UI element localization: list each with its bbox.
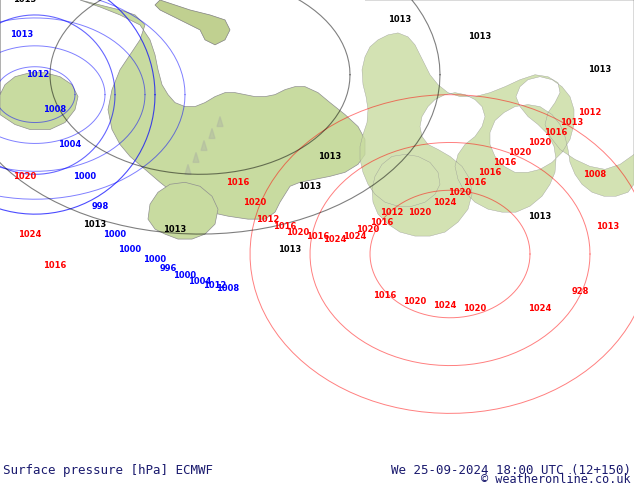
Text: 1008: 1008: [44, 105, 67, 114]
Polygon shape: [217, 117, 223, 126]
Text: 1013: 1013: [164, 224, 186, 234]
Text: 1013: 1013: [84, 220, 107, 229]
Text: 1020: 1020: [508, 148, 532, 157]
Text: 1024: 1024: [323, 235, 347, 244]
Polygon shape: [155, 0, 230, 45]
Text: 1016: 1016: [373, 292, 397, 300]
Text: 1020: 1020: [13, 172, 37, 181]
Text: 1000: 1000: [143, 254, 167, 264]
Polygon shape: [193, 152, 199, 162]
Text: 1013: 1013: [318, 152, 342, 161]
Text: 1000: 1000: [174, 271, 197, 280]
Text: 1013: 1013: [528, 212, 552, 220]
Text: 1013: 1013: [389, 15, 411, 24]
Text: 1020: 1020: [243, 198, 267, 207]
Text: 1016: 1016: [370, 218, 394, 227]
Text: 1020: 1020: [287, 227, 309, 237]
Text: 1013: 1013: [278, 245, 302, 253]
Text: 1004: 1004: [188, 277, 212, 287]
Text: 1013: 1013: [10, 30, 34, 39]
Text: 998: 998: [91, 202, 108, 211]
Text: 1012: 1012: [578, 108, 602, 117]
Text: 1000: 1000: [103, 230, 127, 239]
Text: 1000: 1000: [74, 172, 96, 181]
Text: 1013: 1013: [13, 0, 37, 4]
Text: 1016: 1016: [478, 168, 501, 177]
Text: 1013: 1013: [560, 118, 584, 127]
Text: 1024: 1024: [18, 230, 42, 239]
Polygon shape: [201, 141, 207, 150]
Text: 1020: 1020: [408, 208, 432, 217]
Text: 1013: 1013: [299, 182, 321, 191]
Text: 1016: 1016: [43, 262, 67, 270]
Text: 1012: 1012: [380, 208, 404, 217]
Text: 1020: 1020: [448, 188, 472, 197]
Polygon shape: [209, 128, 215, 139]
Text: 1024: 1024: [433, 301, 456, 310]
Text: 1008: 1008: [216, 284, 240, 294]
Text: 1020: 1020: [528, 138, 552, 147]
Text: 1004: 1004: [58, 140, 82, 149]
Text: 1016: 1016: [463, 178, 487, 187]
Polygon shape: [80, 0, 365, 219]
Text: 928: 928: [571, 287, 589, 296]
Text: 996: 996: [159, 265, 177, 273]
Polygon shape: [148, 182, 218, 239]
Text: 1024: 1024: [433, 198, 456, 207]
Text: 1008: 1008: [583, 170, 607, 179]
Text: 1020: 1020: [463, 304, 487, 313]
Text: 1016: 1016: [545, 128, 567, 137]
Text: 1013: 1013: [469, 32, 491, 41]
Text: 1020: 1020: [356, 224, 380, 234]
Text: 1012: 1012: [204, 281, 227, 291]
Text: 1013: 1013: [597, 221, 619, 231]
Text: 1016: 1016: [493, 158, 517, 167]
Text: 1016: 1016: [306, 232, 330, 241]
Polygon shape: [360, 0, 634, 236]
Polygon shape: [185, 164, 191, 174]
Text: We 25-09-2024 18:00 UTC (12+150): We 25-09-2024 18:00 UTC (12+150): [391, 464, 631, 477]
Text: © weatheronline.co.uk: © weatheronline.co.uk: [481, 473, 631, 486]
Text: 1012: 1012: [256, 215, 280, 223]
Text: 1020: 1020: [403, 297, 427, 306]
Text: 1024: 1024: [528, 304, 552, 313]
Text: 1016: 1016: [273, 221, 297, 231]
Text: Surface pressure [hPa] ECMWF: Surface pressure [hPa] ECMWF: [3, 464, 213, 477]
Text: 1000: 1000: [119, 245, 141, 253]
Text: 1013: 1013: [588, 65, 612, 74]
Text: 1016: 1016: [226, 178, 250, 187]
Text: 1012: 1012: [27, 70, 49, 79]
Polygon shape: [0, 0, 78, 129]
Text: 1024: 1024: [344, 232, 366, 241]
